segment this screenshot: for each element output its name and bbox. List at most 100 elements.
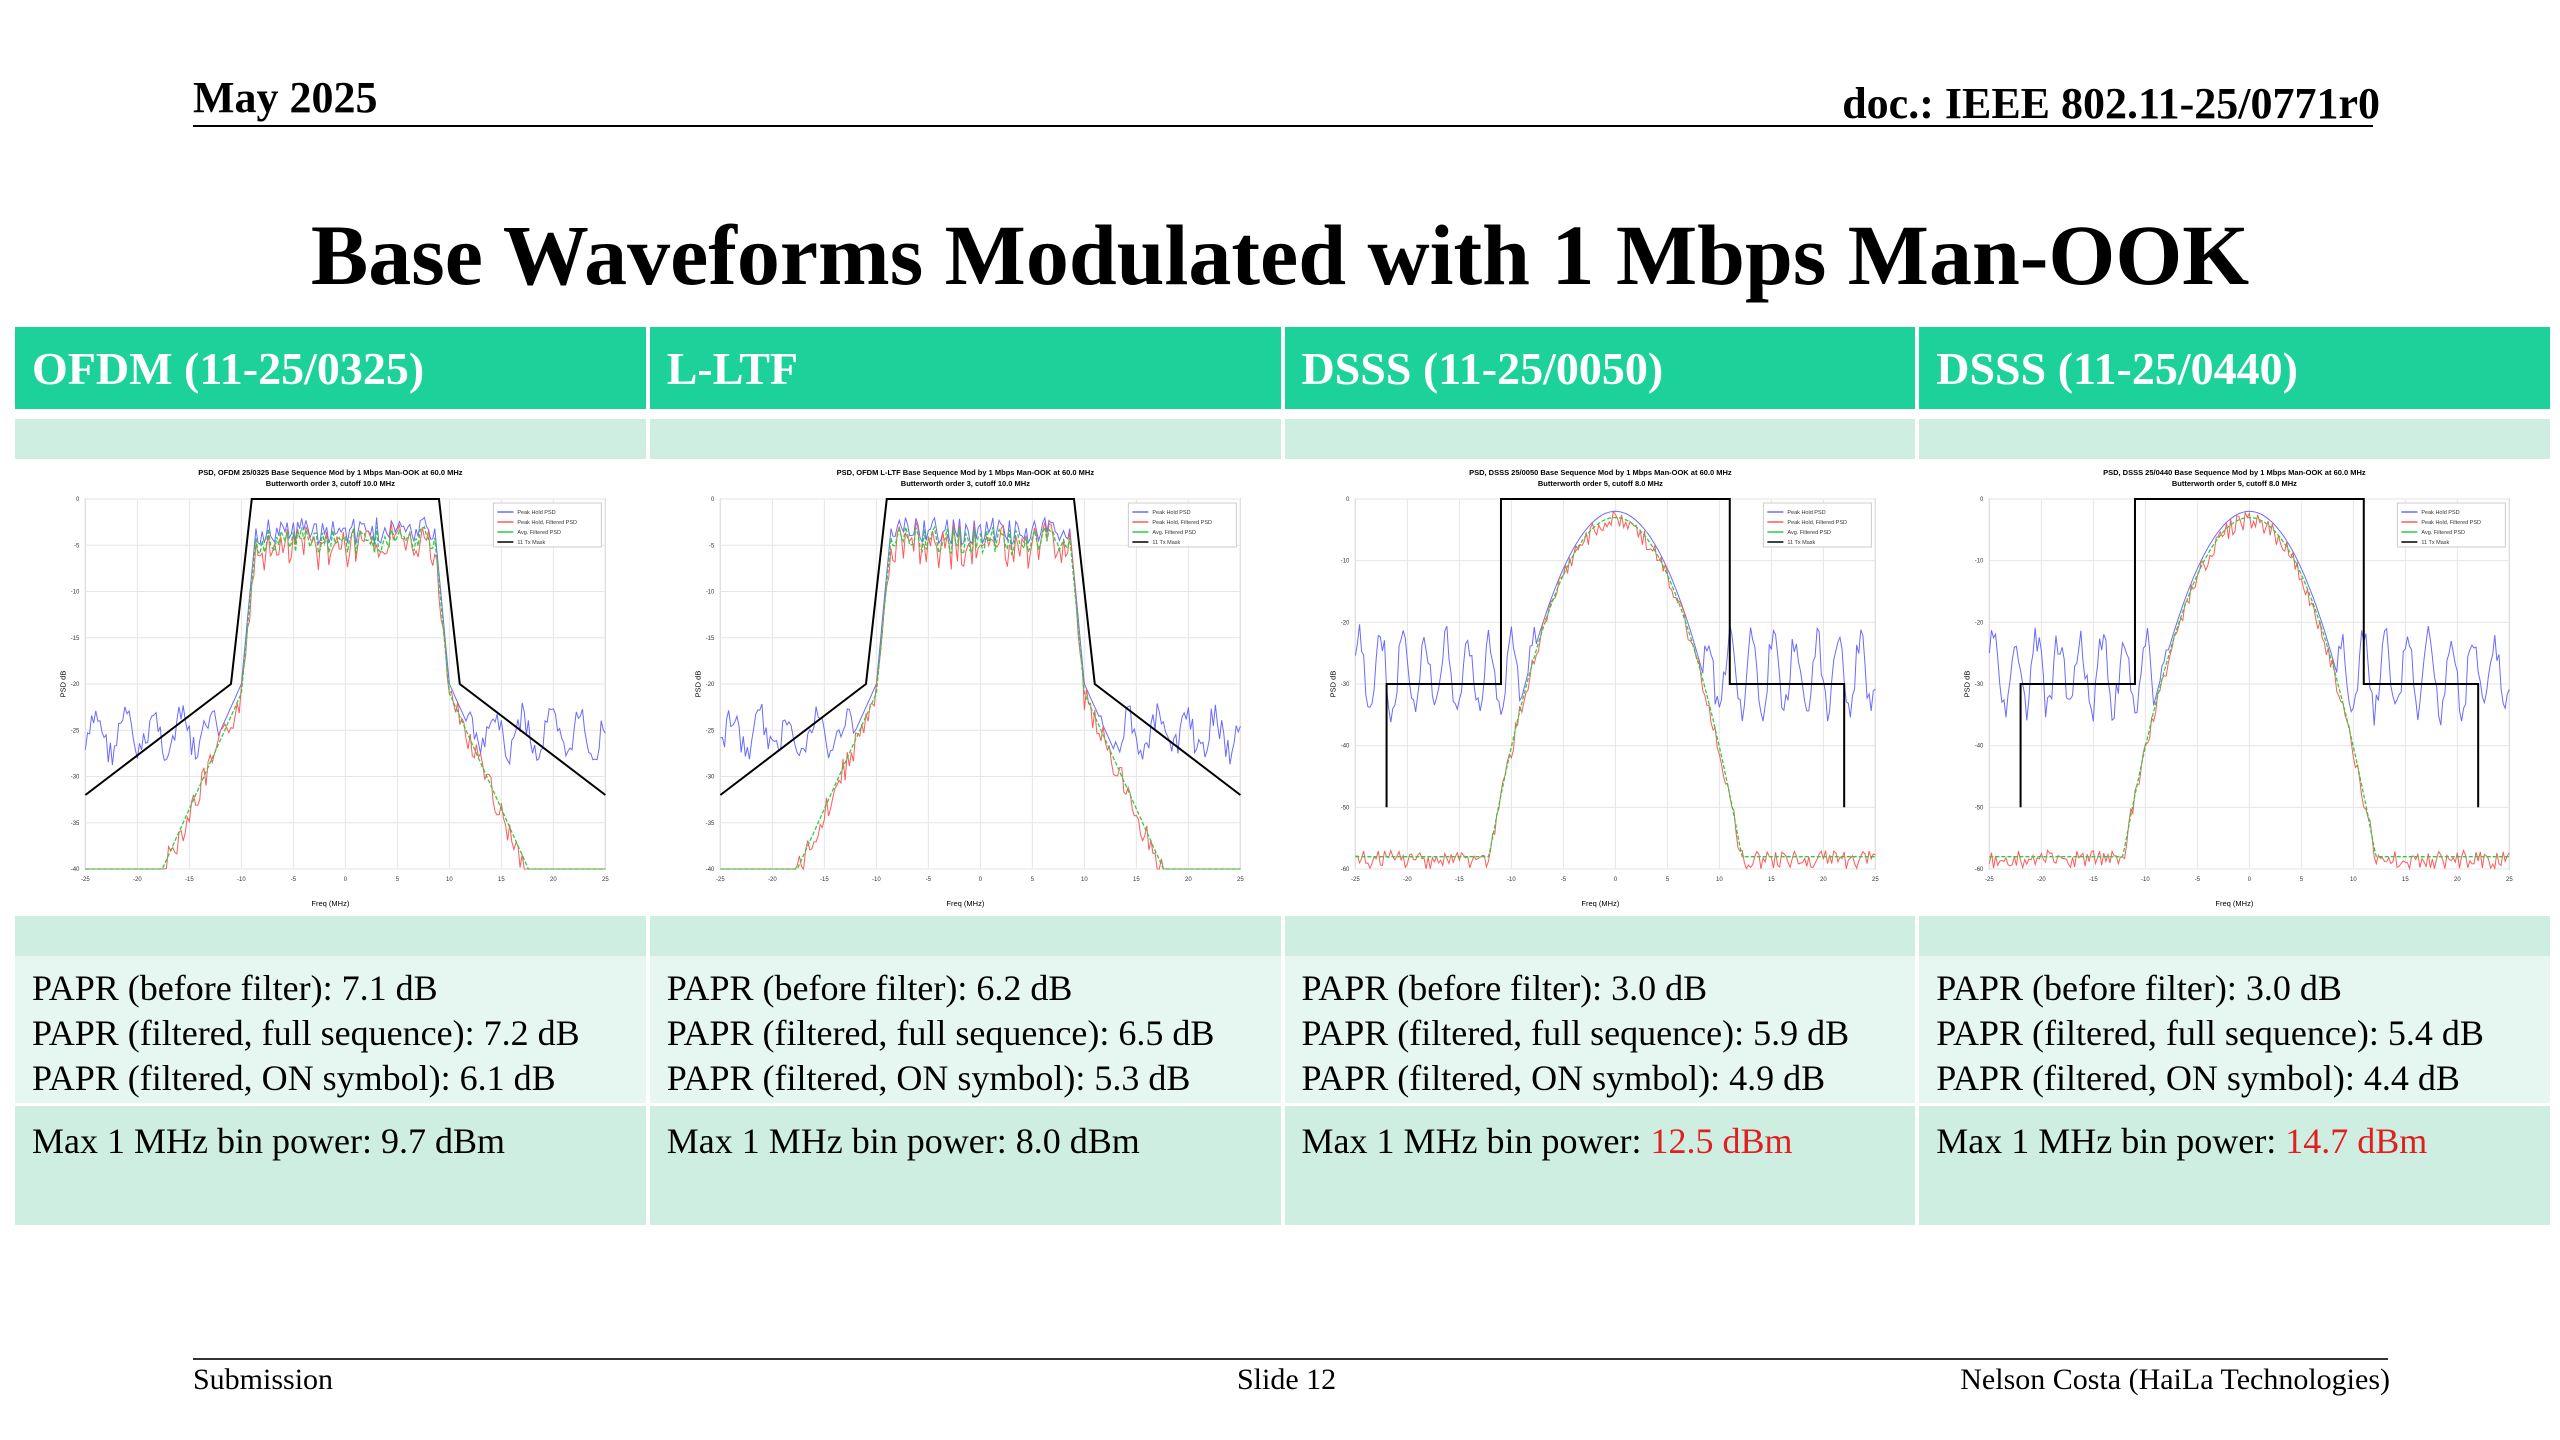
papr-before-filter: PAPR (before filter): 7.1 dB	[32, 968, 438, 1008]
y-tick-label: -40	[705, 867, 714, 873]
x-tick-label: -25	[1351, 877, 1360, 883]
plot-ylabel: PSD dB	[693, 671, 702, 698]
x-tick-label: 10	[446, 877, 453, 883]
x-tick-label: 20	[1185, 877, 1192, 883]
legend-entry: Peak Hold PSD	[517, 510, 555, 516]
column-heading: OFDM (11-25/0325)	[15, 327, 646, 409]
papr-block: PAPR (before filter): 7.1 dB PAPR (filte…	[15, 956, 646, 1103]
max-bin-power-value: 8.0 dBm	[1015, 1121, 1140, 1161]
x-tick-label: 25	[1872, 877, 1879, 883]
legend-box	[2397, 502, 2507, 548]
header-doc-id: doc.: IEEE 802.11-25/0771r0	[1842, 79, 2380, 128]
legend-box	[492, 502, 602, 548]
plot-legend: Peak Hold PSD Peak Hold, Filtered PSD Avg.…	[1127, 502, 1237, 548]
legend-entry: Avg. Filtered PSD	[517, 530, 561, 536]
x-tick-label: 10	[1716, 877, 1723, 883]
plot-title: PSD, DSSS 25/0440 Base Sequence Mod by 1…	[2103, 468, 2366, 477]
plot-ylabel: PSD dB	[1963, 671, 1972, 698]
y-tick-label: -30	[71, 775, 80, 781]
x-tick-label: 0	[978, 877, 982, 883]
plot-title: PSD, DSSS 25/0050 Base Sequence Mod by 1…	[1469, 468, 1732, 477]
x-tick-label: 0	[1613, 877, 1617, 883]
legend-entry: Peak Hold, Filtered PSD	[2422, 520, 2482, 526]
x-tick-label: 0	[2248, 877, 2252, 883]
legend-entry: 11 Tx Mask	[2422, 540, 2450, 546]
papr-filtered-on: PAPR (filtered, ON symbol): 4.4 dB	[1936, 1058, 2460, 1098]
y-tick-label: 0	[1980, 497, 1984, 503]
psd-plot-svg: PSD, DSSS 25/0440 Base Sequence Mod by 1…	[1963, 468, 2514, 908]
x-tick-label: -10	[2141, 877, 2150, 883]
x-tick-label: -25	[716, 877, 725, 883]
psd-plot: PSD, DSSS 25/0440 Base Sequence Mod by 1…	[1919, 459, 2550, 916]
y-tick-label: -10	[1975, 559, 1984, 565]
y-tick-label: -15	[705, 636, 714, 642]
series-avg-filtered	[720, 525, 1241, 870]
max-bin-power-value: 12.5 dBm	[1650, 1121, 1793, 1161]
plot-ylabel: PSD dB	[58, 671, 67, 698]
papr-block: PAPR (before filter): 3.0 dB PAPR (filte…	[1919, 956, 2550, 1103]
slide-title: Base Waveforms Modulated with 1 Mbps Man…	[310, 207, 2250, 303]
x-tick-label: -15	[2089, 877, 2098, 883]
psd-plot: PSD, OFDM 25/0325 Base Sequence Mod by 1…	[15, 459, 646, 916]
x-tick-label: 5	[396, 877, 400, 883]
papr-filtered-full: PAPR (filtered, full sequence): 7.2 dB	[32, 1013, 580, 1053]
x-tick-label: 5	[2300, 877, 2304, 883]
plot-title: PSD, OFDM 25/0325 Base Sequence Mod by 1…	[198, 468, 462, 477]
legend-entry: Peak Hold, Filtered PSD	[517, 520, 577, 526]
header-rule	[193, 125, 2373, 127]
spacer-band	[15, 419, 646, 459]
x-tick-label: -20	[768, 877, 777, 883]
table-column: OFDM (11-25/0325) PSD, OFDM 25/0325 Base…	[15, 327, 646, 1249]
plot-xlabel: Freq (MHz)	[1581, 899, 1619, 908]
x-tick-label: -20	[1403, 877, 1412, 883]
spacer-band	[649, 916, 1281, 956]
legend-entry: Avg. Filtered PSD	[1152, 530, 1196, 536]
x-tick-label: -15	[1455, 877, 1464, 883]
y-tick-label: -25	[705, 728, 714, 734]
x-tick-label: 15	[498, 877, 505, 883]
max-bin-power-value: 14.7 dBm	[2285, 1121, 2428, 1161]
y-tick-label: -35	[705, 821, 714, 827]
table-column: DSSS (11-25/0440) PSD, DSSS 25/0440 Base…	[1919, 327, 2550, 1249]
papr-before-filter: PAPR (before filter): 3.0 dB	[1936, 968, 2342, 1008]
y-tick-label: 0	[711, 497, 715, 503]
x-tick-label: 20	[1820, 877, 1827, 883]
plot-xlabel: Freq (MHz)	[946, 899, 984, 908]
y-tick-label: -60	[1975, 867, 1984, 873]
y-tick-label: -20	[705, 682, 714, 688]
plot-subtitle: Butterworth order 3, cutoff 10.0 MHz	[901, 479, 1030, 488]
spacer-band	[1284, 916, 1916, 956]
plot-legend: Peak Hold PSD Peak Hold, Filtered PSD Avg.…	[1762, 502, 1872, 548]
footer-rule	[193, 1358, 2388, 1360]
y-tick-label: -20	[1975, 620, 1984, 626]
series-avg-filtered	[1354, 516, 1875, 858]
y-tick-label: 0	[76, 497, 80, 503]
y-tick-label: -40	[1975, 744, 1984, 750]
series-peak-hold	[720, 516, 1241, 765]
x-tick-label: -10	[237, 877, 246, 883]
max-bin-power: Max 1 MHz bin power: 14.7 dBm	[1919, 1106, 2550, 1225]
legend-entry: Peak Hold PSD	[1787, 510, 1825, 516]
psd-plot: PSD, OFDM L-LTF Base Sequence Mod by 1 M…	[649, 459, 1281, 916]
x-tick-label: 25	[2506, 877, 2513, 883]
papr-before-filter: PAPR (before filter): 6.2 dB	[666, 968, 1073, 1008]
x-tick-label: 10	[1081, 877, 1088, 883]
plot-subtitle: Butterworth order 3, cutoff 10.0 MHz	[266, 479, 395, 488]
papr-before-filter: PAPR (before filter): 3.0 dB	[1301, 968, 1708, 1008]
series-peak-hold-filtered	[1354, 510, 1876, 870]
y-tick-label: -25	[71, 728, 80, 734]
papr-filtered-on: PAPR (filtered, ON symbol): 5.3 dB	[666, 1058, 1191, 1098]
y-tick-label: -10	[1340, 559, 1349, 565]
x-tick-label: 15	[1768, 877, 1775, 883]
legend-box	[1127, 502, 1237, 548]
series-peak-hold-filtered	[720, 521, 1241, 871]
x-tick-label: 20	[2454, 877, 2461, 883]
y-tick-label: -10	[705, 590, 714, 596]
y-tick-label: -40	[1340, 744, 1349, 750]
footer-submission: Submission	[193, 1363, 334, 1396]
papr-filtered-full: PAPR (filtered, full sequence): 5.4 dB	[1936, 1013, 2484, 1053]
papr-filtered-on: PAPR (filtered, ON symbol): 6.1 dB	[32, 1058, 556, 1098]
papr-filtered-full: PAPR (filtered, full sequence): 6.5 dB	[666, 1013, 1215, 1053]
table-column: L-LTF PSD, OFDM L-LTF Base Sequence Mod …	[649, 327, 1281, 1249]
